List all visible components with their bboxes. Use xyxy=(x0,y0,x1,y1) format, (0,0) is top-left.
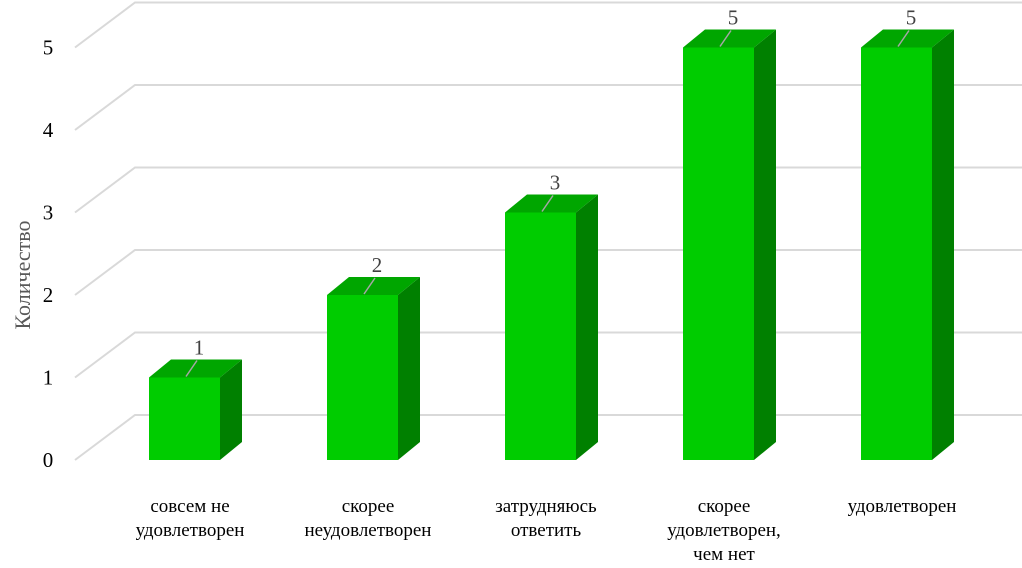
bar-front xyxy=(861,47,932,460)
bar-side xyxy=(398,277,420,460)
bar-front xyxy=(683,47,754,460)
bar-front xyxy=(149,377,220,460)
x-tick-label-line: удовлетворен, xyxy=(667,520,781,541)
bar-side xyxy=(220,359,242,460)
bar-top xyxy=(149,359,242,378)
data-label: 1 xyxy=(194,336,205,360)
x-tick-label-line: удовлетворен xyxy=(136,520,245,541)
x-tick-label: затрудняюсь ответить xyxy=(495,496,597,541)
bar xyxy=(861,29,954,460)
y-tick-label: 5 xyxy=(43,36,54,60)
x-axis: совсем не удовлетворен скорее неудовлетворе… xyxy=(136,496,957,565)
y-tick-label: 4 xyxy=(43,118,54,142)
data-label-leader xyxy=(185,360,198,377)
bar-side xyxy=(576,194,598,460)
x-tick-label-line: затрудняюсь xyxy=(495,496,597,517)
y-tick-label: 2 xyxy=(43,283,54,307)
x-tick-label-line: скорее xyxy=(698,496,751,517)
data-label: 5 xyxy=(906,6,917,30)
y-tick-label: 0 xyxy=(43,448,54,472)
x-tick-label: удовлетворен xyxy=(848,496,957,517)
y-tick-label: 3 xyxy=(43,201,54,225)
data-label-leader xyxy=(897,30,910,47)
bar-top xyxy=(505,194,598,213)
data-label: 5 xyxy=(728,6,739,30)
bar xyxy=(149,359,242,460)
x-tick-label: скорее удовлетворен, чем нет xyxy=(667,496,781,565)
x-tick-label-line: ответить xyxy=(511,520,582,541)
bar-top xyxy=(861,29,954,48)
bar xyxy=(327,277,420,460)
bars xyxy=(149,29,954,460)
data-label-leader xyxy=(363,277,376,295)
data-labels: 1 2 3 5 5 xyxy=(185,6,917,377)
y-axis-title: Количество xyxy=(10,220,35,329)
data-label-leader xyxy=(541,195,554,212)
bar-side xyxy=(932,29,954,460)
data-label: 2 xyxy=(372,253,383,277)
bar-front xyxy=(505,212,576,460)
bar-top xyxy=(327,277,420,295)
x-tick-label-line: чем нет xyxy=(693,544,755,565)
x-tick-label-line: совсем не xyxy=(150,496,229,517)
bar xyxy=(505,194,598,460)
y-tick-label: 1 xyxy=(43,366,54,390)
gridline xyxy=(74,1,1022,49)
x-tick-label: скорее неудовлетворен xyxy=(305,496,432,541)
x-tick-label: совсем не удовлетворен xyxy=(136,496,245,541)
data-label-leader xyxy=(719,30,732,47)
data-label: 3 xyxy=(550,171,561,195)
y-axis: 0 1 2 3 4 5 xyxy=(43,36,54,473)
bar-side xyxy=(754,29,776,460)
bar xyxy=(683,29,776,460)
bar-top xyxy=(683,29,776,48)
x-tick-label-line: неудовлетворен xyxy=(305,520,432,541)
bar-front xyxy=(327,295,398,460)
x-tick-label-line: удовлетворен xyxy=(848,496,957,517)
x-tick-label-line: скорее xyxy=(342,496,395,517)
